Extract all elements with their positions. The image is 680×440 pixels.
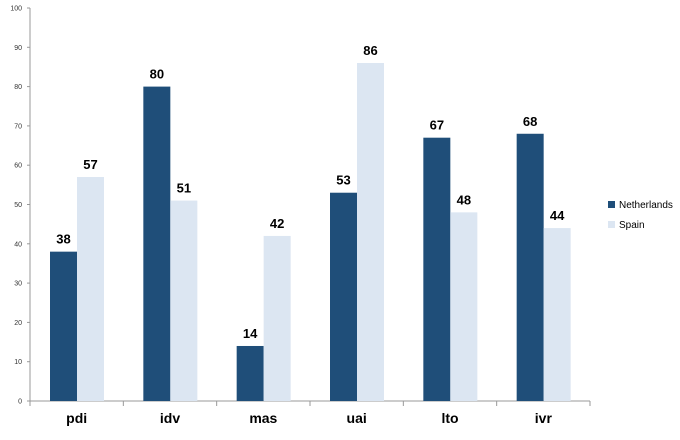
data-label-spain: 86 [363, 43, 377, 58]
legend-swatch [608, 201, 615, 208]
y-tick-label: 0 [18, 399, 22, 406]
bar-netherlands-idv [143, 86, 171, 401]
bar-spain-lto [450, 212, 478, 401]
x-category-label: ivr [535, 410, 553, 426]
y-axis: 0 10 20 30 40 50 60 70 80 90 100 [10, 6, 31, 406]
x-category-label: idv [160, 410, 180, 426]
x-category-label: uai [347, 410, 367, 426]
bar-netherlands-lto [423, 137, 451, 401]
y-tick-label: 30 [14, 281, 22, 288]
legend-label: Spain [619, 220, 645, 231]
bars [50, 63, 571, 402]
y-tick-label: 60 [14, 163, 22, 170]
bar-netherlands-uai [330, 192, 357, 401]
y-tick-label: 40 [14, 241, 22, 248]
bar-spain-idv [170, 200, 198, 401]
bar-netherlands-mas [236, 345, 264, 401]
data-label-spain: 44 [550, 208, 565, 223]
x-category-label: mas [249, 410, 277, 426]
legend-swatch [608, 221, 615, 228]
bar-spain-ivr [543, 228, 571, 401]
data-labels: 38 80 14 53 67 68 57 51 42 86 48 44 [56, 43, 565, 341]
data-label-spain: 51 [177, 181, 191, 196]
legend-label: Netherlands [619, 200, 673, 211]
bar-spain-pdi [77, 176, 104, 401]
y-tick-label: 100 [10, 6, 22, 13]
bar-netherlands-ivr [516, 133, 544, 401]
data-label-netherlands: 38 [56, 232, 70, 247]
y-tick-label: 90 [14, 45, 22, 52]
data-label-netherlands: 68 [523, 114, 537, 129]
y-tick-label: 20 [14, 320, 22, 327]
bar-spain-uai [357, 63, 384, 402]
data-label-netherlands: 80 [150, 67, 164, 82]
x-category-label: lto [441, 410, 458, 426]
y-tick-label: 10 [14, 359, 22, 366]
data-label-spain: 48 [457, 192, 471, 207]
data-label-netherlands: 14 [243, 326, 258, 341]
y-tick-label: 50 [14, 202, 22, 209]
data-label-spain: 42 [270, 216, 284, 231]
data-label-netherlands: 53 [336, 173, 350, 188]
bar-netherlands-pdi [50, 251, 77, 401]
legend: Netherlands Spain [608, 200, 673, 231]
data-label-netherlands: 67 [430, 118, 444, 133]
bar-spain-mas [263, 235, 291, 401]
x-axis: pdi idv mas uai lto ivr [29, 400, 591, 426]
data-label-spain: 57 [83, 157, 97, 172]
x-category-label: pdi [66, 410, 87, 426]
y-tick-label: 70 [14, 123, 22, 130]
y-tick-label: 80 [14, 84, 22, 91]
